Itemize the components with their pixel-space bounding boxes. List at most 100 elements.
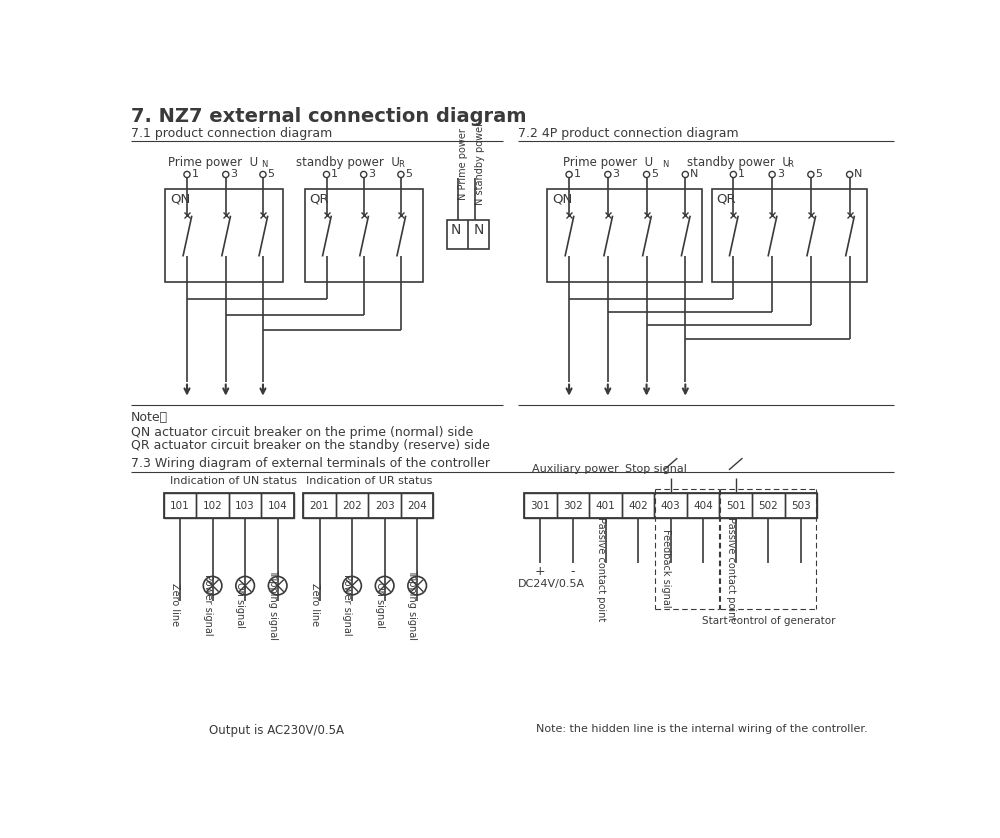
- Text: 1: 1: [192, 169, 199, 179]
- Text: 104: 104: [268, 500, 288, 510]
- Text: 3: 3: [612, 169, 619, 179]
- Text: R: R: [788, 160, 794, 168]
- Text: 5: 5: [816, 169, 823, 179]
- Bar: [622, 494, 654, 518]
- Text: 7.3 Wiring diagram of external terminals of the controller: 7.3 Wiring diagram of external terminals…: [131, 457, 490, 470]
- Text: 1: 1: [331, 169, 338, 179]
- Text: -: -: [571, 565, 575, 578]
- Text: 302: 302: [563, 500, 583, 510]
- Bar: [164, 494, 196, 518]
- Text: Zero line: Zero line: [170, 583, 180, 627]
- Text: N: N: [474, 223, 484, 237]
- Text: Power signal: Power signal: [342, 574, 352, 636]
- Bar: [165, 189, 283, 282]
- Bar: [368, 494, 401, 518]
- Bar: [336, 494, 368, 518]
- Text: Tripping signal: Tripping signal: [268, 569, 278, 640]
- Text: Prime power  U: Prime power U: [563, 156, 653, 169]
- Text: 202: 202: [342, 500, 362, 510]
- Bar: [401, 494, 433, 518]
- Bar: [752, 494, 785, 518]
- Text: N standby power: N standby power: [475, 122, 485, 205]
- Bar: [654, 494, 687, 518]
- Text: QR: QR: [716, 192, 736, 205]
- Text: 503: 503: [791, 500, 811, 510]
- Text: N: N: [690, 169, 698, 179]
- Text: DC24V/0.5A: DC24V/0.5A: [518, 580, 585, 589]
- Text: On signal: On signal: [375, 582, 385, 628]
- Text: Feedback signal: Feedback signal: [661, 530, 671, 608]
- Text: 5: 5: [651, 169, 658, 179]
- Text: 5: 5: [406, 169, 413, 179]
- Text: 7. NZ7 external connection diagram: 7. NZ7 external connection diagram: [131, 106, 527, 126]
- Text: N: N: [261, 160, 267, 168]
- Bar: [305, 189, 423, 282]
- Text: Note：: Note：: [131, 411, 168, 424]
- Bar: [196, 494, 229, 518]
- Text: 3: 3: [230, 169, 237, 179]
- Text: 1: 1: [574, 169, 581, 179]
- Text: Note: the hidden line is the internal wiring of the controller.: Note: the hidden line is the internal wi…: [536, 724, 867, 734]
- Bar: [785, 494, 817, 518]
- Text: 7.2 4P product connection diagram: 7.2 4P product connection diagram: [518, 127, 739, 140]
- Text: QN: QN: [552, 192, 572, 205]
- Text: QN actuator circuit breaker on the prime (normal) side: QN actuator circuit breaker on the prime…: [131, 426, 473, 438]
- Text: 501: 501: [726, 500, 746, 510]
- Text: Stop signal: Stop signal: [625, 464, 687, 474]
- Text: 502: 502: [758, 500, 778, 510]
- Text: 102: 102: [203, 500, 222, 510]
- Text: QN: QN: [170, 192, 190, 205]
- Text: 5: 5: [268, 169, 275, 179]
- Bar: [524, 494, 557, 518]
- Text: 403: 403: [661, 500, 680, 510]
- Text: Auxiliary power: Auxiliary power: [532, 464, 619, 474]
- Text: Tripping signal: Tripping signal: [407, 569, 417, 640]
- Text: Output is AC230V/0.5A: Output is AC230V/0.5A: [209, 724, 344, 737]
- Text: On signal: On signal: [235, 582, 245, 628]
- Text: QR actuator circuit breaker on the standby (reserve) side: QR actuator circuit breaker on the stand…: [131, 439, 490, 453]
- Text: N: N: [662, 160, 668, 168]
- Text: 402: 402: [628, 500, 648, 510]
- Bar: [719, 494, 752, 518]
- Text: Zero line: Zero line: [310, 583, 320, 627]
- Bar: [164, 494, 294, 518]
- Text: 301: 301: [531, 500, 550, 510]
- Text: 204: 204: [407, 500, 427, 510]
- Text: Indication of UR status: Indication of UR status: [306, 476, 433, 486]
- Text: 3: 3: [368, 169, 375, 179]
- Text: Indication of UN status: Indication of UN status: [170, 476, 297, 486]
- Text: Prime power  U: Prime power U: [168, 156, 258, 169]
- Bar: [687, 494, 719, 518]
- Text: N Prime power: N Prime power: [458, 127, 468, 199]
- Text: QR: QR: [309, 192, 329, 205]
- Text: 1: 1: [738, 169, 745, 179]
- Bar: [303, 494, 433, 518]
- Text: Passive contact point: Passive contact point: [596, 516, 606, 621]
- Bar: [447, 220, 489, 249]
- Text: N: N: [854, 169, 863, 179]
- Text: 3: 3: [777, 169, 784, 179]
- Bar: [589, 494, 622, 518]
- Text: 201: 201: [310, 500, 329, 510]
- Text: 101: 101: [170, 500, 190, 510]
- Text: 404: 404: [693, 500, 713, 510]
- Bar: [229, 494, 261, 518]
- Text: standby power  U: standby power U: [687, 156, 791, 169]
- Bar: [712, 189, 867, 282]
- Text: Start control of generator: Start control of generator: [702, 617, 835, 627]
- Text: N: N: [451, 223, 461, 237]
- Text: 203: 203: [375, 500, 394, 510]
- Bar: [303, 494, 336, 518]
- Text: 7.1 product connection diagram: 7.1 product connection diagram: [131, 127, 332, 140]
- Bar: [261, 494, 294, 518]
- Text: 401: 401: [596, 500, 615, 510]
- Text: R: R: [398, 160, 404, 168]
- Text: standby power  U: standby power U: [296, 156, 399, 169]
- Text: Power signal: Power signal: [203, 574, 213, 636]
- Text: 103: 103: [235, 500, 255, 510]
- Bar: [557, 494, 589, 518]
- Text: Passive contact point: Passive contact point: [726, 516, 736, 621]
- Text: +: +: [535, 565, 546, 578]
- Bar: [524, 494, 817, 518]
- Bar: [547, 189, 702, 282]
